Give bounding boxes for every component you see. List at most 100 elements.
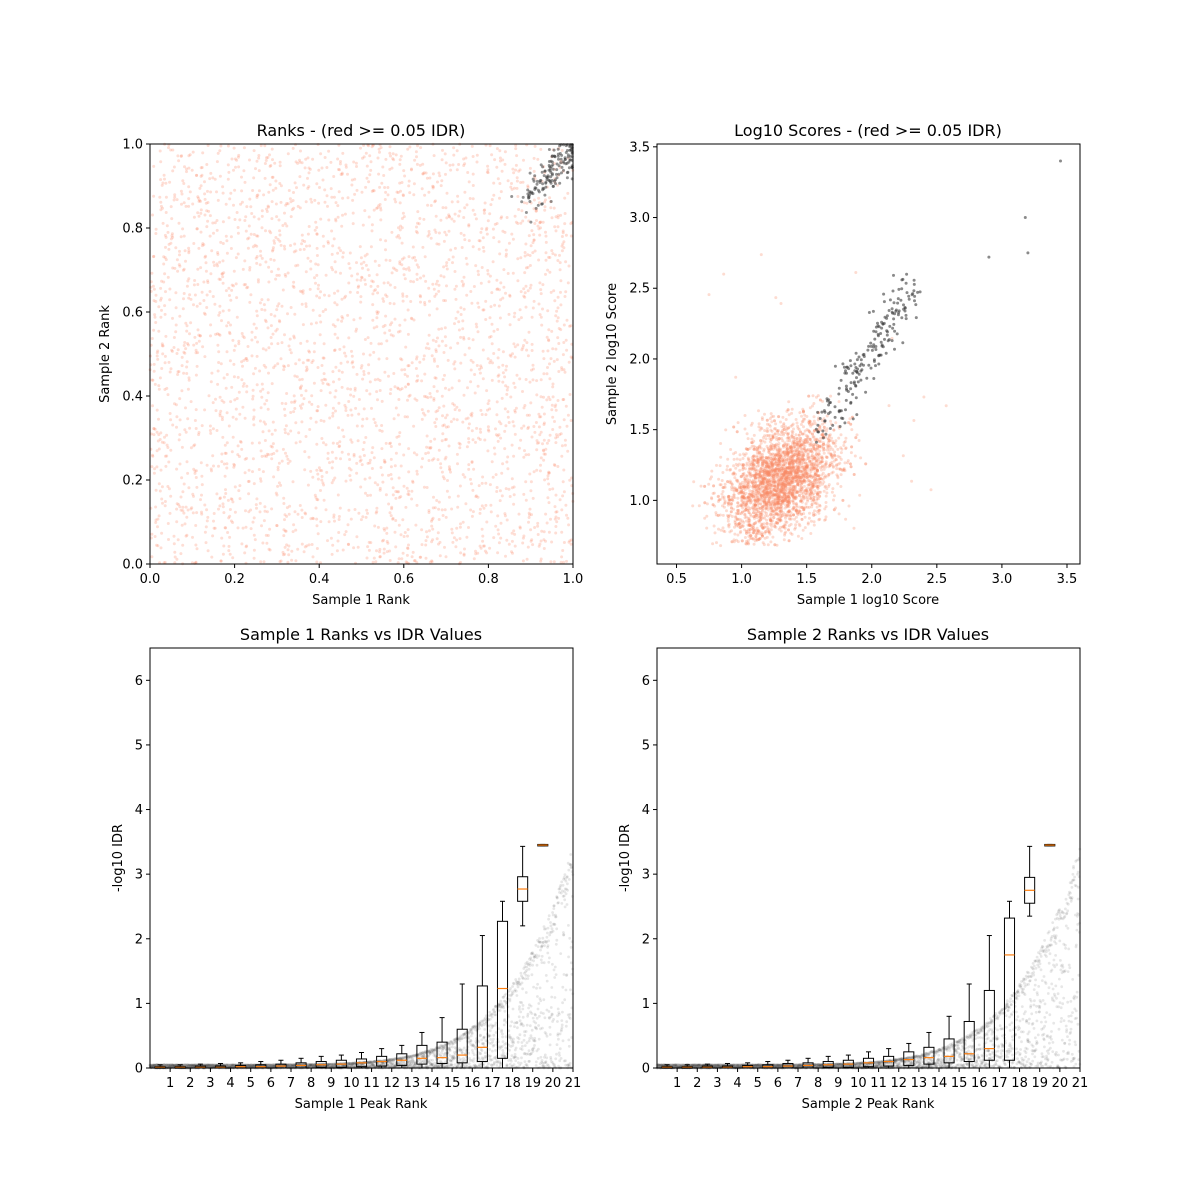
data-point — [196, 283, 200, 286]
y-tick-label: 0.8 — [122, 222, 143, 237]
data-point — [489, 305, 493, 309]
data-point — [249, 293, 253, 297]
data-point — [282, 534, 286, 538]
data-point — [532, 470, 536, 474]
data-point — [393, 267, 397, 271]
data-point — [202, 243, 206, 247]
data-point — [822, 489, 826, 493]
data-point — [428, 176, 432, 180]
data-point — [419, 146, 423, 150]
data-point — [551, 382, 555, 386]
data-point — [766, 493, 770, 496]
data-point — [192, 303, 195, 307]
data-point — [385, 550, 389, 554]
data-point — [550, 179, 554, 182]
data-point — [539, 220, 543, 224]
data-point — [204, 254, 208, 258]
data-point — [180, 476, 184, 480]
data-point — [299, 341, 303, 345]
data-point — [503, 514, 507, 518]
data-point — [398, 228, 402, 232]
data-point — [553, 505, 557, 509]
data-point — [374, 511, 378, 515]
data-point — [164, 290, 167, 294]
data-point — [410, 167, 413, 171]
data-point — [467, 467, 471, 471]
data-point — [219, 559, 223, 563]
data-point — [485, 226, 489, 230]
data-point — [315, 226, 319, 229]
data-point — [447, 258, 451, 262]
data-point — [801, 494, 805, 498]
data-point — [163, 354, 167, 358]
data-point — [400, 263, 404, 267]
data-point — [270, 457, 274, 461]
data-point — [415, 225, 418, 229]
data-point — [477, 305, 481, 309]
data-point — [205, 519, 209, 523]
data-point — [404, 345, 408, 349]
data-point — [757, 422, 761, 426]
data-point — [561, 160, 565, 164]
data-point — [461, 473, 465, 477]
data-point — [403, 318, 407, 322]
data-point — [369, 168, 373, 172]
data-point — [243, 416, 247, 420]
data-point — [490, 378, 494, 382]
data-point — [313, 198, 317, 202]
data-point — [385, 295, 389, 298]
data-point — [569, 148, 573, 152]
data-point — [490, 342, 494, 346]
data-point — [404, 385, 408, 389]
data-point — [331, 268, 335, 272]
data-point — [736, 533, 740, 537]
data-point — [292, 410, 296, 414]
data-point — [901, 454, 905, 458]
data-point — [315, 246, 319, 250]
data-point — [187, 251, 191, 255]
data-point — [519, 256, 523, 260]
data-point — [735, 457, 739, 461]
data-point — [315, 547, 319, 550]
data-point — [212, 260, 216, 264]
data-point — [761, 534, 764, 538]
data-point — [191, 535, 194, 539]
data-point — [414, 230, 418, 233]
data-point — [315, 498, 319, 501]
data-point — [568, 324, 572, 328]
data-point — [195, 511, 199, 515]
data-point — [432, 154, 436, 158]
data-point — [797, 494, 801, 497]
data-point — [520, 200, 524, 204]
data-point — [555, 172, 558, 176]
data-point — [396, 561, 400, 565]
data-point — [194, 427, 198, 430]
data-point — [421, 457, 424, 461]
data-point — [371, 303, 375, 307]
data-point — [427, 232, 431, 236]
data-point — [465, 293, 469, 297]
data-point — [211, 176, 215, 180]
data-point — [349, 438, 353, 442]
data-point — [337, 190, 341, 194]
ranks-points — [148, 142, 575, 566]
data-point — [266, 534, 270, 537]
data-point — [271, 248, 275, 252]
data-point — [366, 336, 370, 340]
data-point — [427, 529, 431, 533]
data-point — [565, 176, 569, 180]
data-point — [363, 254, 367, 258]
data-point — [539, 395, 543, 399]
data-point — [512, 315, 516, 319]
data-point — [387, 473, 390, 477]
data-point — [384, 239, 388, 243]
data-point — [847, 421, 851, 425]
data-point — [364, 436, 368, 439]
scores-points — [691, 159, 1062, 548]
data-point — [197, 246, 201, 250]
data-point — [503, 429, 507, 433]
data-point — [759, 480, 763, 484]
data-point — [801, 454, 805, 458]
data-point — [542, 423, 546, 426]
data-point — [562, 240, 566, 244]
